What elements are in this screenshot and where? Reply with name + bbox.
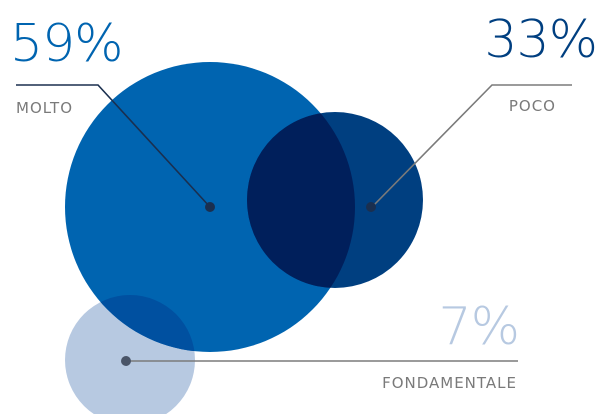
category-label-poco: POCO [509,97,556,115]
marker-fondamentale [121,356,131,366]
overlap-molto-poco [247,112,355,288]
value-label-molto: 59% [10,14,123,74]
category-label-fondamentale: FONDAMENTALE [382,374,517,392]
category-label-molto: MOLTO [16,99,73,117]
leader-line-poco [371,84,572,208]
marker-molto [205,202,215,212]
value-label-fondamentale: 7% [439,297,520,357]
leader-line-molto [16,84,211,208]
marker-poco [366,202,376,212]
value-label-poco: 33% [484,10,597,70]
